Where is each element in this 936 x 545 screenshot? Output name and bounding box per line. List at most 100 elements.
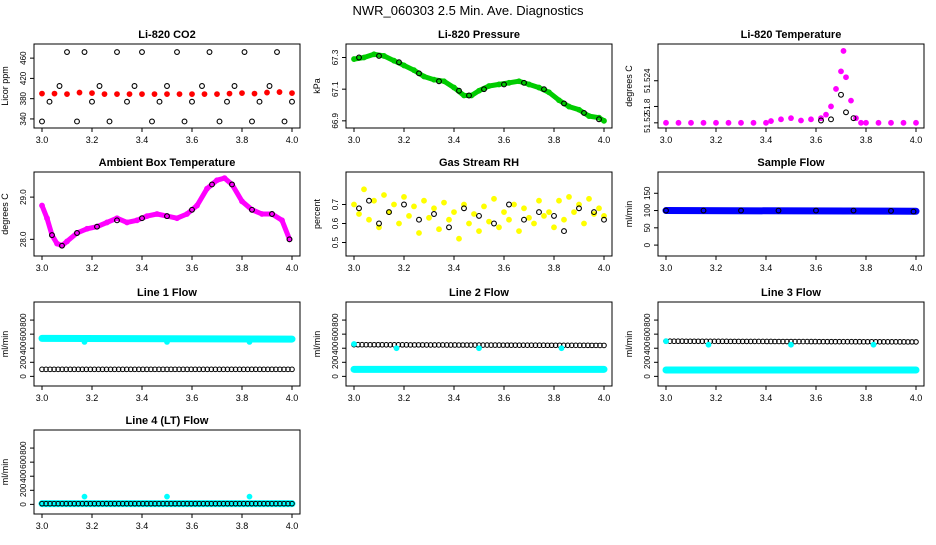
data-point [833,86,839,92]
data-point [114,49,120,56]
data-point [860,338,867,345]
series-magenta [663,48,919,126]
data-point [240,366,247,373]
series-black [663,207,917,215]
x-tick-label: 3.0 [36,135,49,145]
data-point [909,339,915,345]
data-point [115,366,122,373]
y-axis-label: ml/min [312,331,322,358]
data-point [180,366,186,373]
data-point [249,118,255,125]
data-point [221,175,228,182]
data-point [840,48,847,54]
data-point [104,219,110,226]
data-point [411,67,417,74]
data-point [488,342,494,348]
x-tick-label: 3.0 [36,521,49,531]
series-red [39,89,295,98]
data-point [910,208,917,215]
chart-sample: Sample Flow ml/min 3.0 3.2 3.4 3.6 3.8 4.0 0 50 10… [624,157,925,273]
y-tick-label: 50 [643,223,652,232]
data-point [51,500,57,507]
data-point [576,106,582,113]
data-point [700,119,707,126]
y-tick-label: 600 [643,327,652,341]
data-point [880,338,887,345]
data-point [224,366,231,373]
x-tick-label: 3.8 [548,263,561,273]
x-tick-label: 3.8 [860,393,873,403]
x-tick-label: 4.0 [598,135,611,145]
x-tick-label: 3.6 [186,263,199,273]
data-point [471,211,477,217]
data-point [208,366,215,373]
data-point [466,92,472,99]
data-point [700,207,707,214]
data-point [439,342,446,348]
data-point [687,338,693,345]
data-point [520,342,527,348]
data-point [468,342,474,348]
data-point [231,83,238,89]
data-point [83,366,90,373]
data-point [548,342,555,349]
data-point [131,83,138,89]
data-point [181,118,188,125]
data-point [441,78,447,85]
page-title: NWR_060303 2.5 Min. Ave. Diagnostics [353,3,584,18]
data-point [403,342,410,348]
y-axis-label: ml/min [624,201,634,228]
chart-temperature: Li-820 Temperature degrees C 3.0 3.2 3.4 3.6 3… [624,29,925,145]
data-point [89,98,95,105]
y-tick-label: 800 [19,441,28,455]
y-tick-label: 380 [19,91,28,105]
y-tick-label: 0 [643,374,652,379]
data-point [63,366,69,373]
data-point [889,339,895,345]
data-point [371,51,377,58]
data-point [64,238,70,245]
data-point [711,338,718,345]
data-point [192,366,199,373]
data-point [281,500,287,507]
data-point [719,338,726,345]
x-tick-label: 3.6 [810,135,823,145]
data-point [351,56,357,62]
data-point [252,500,259,507]
data-point [396,220,402,227]
data-point [164,366,170,373]
y-tick-label: 28.0 [19,231,28,247]
x-tick-label: 4.0 [598,393,611,403]
x-tick-label: 4.0 [910,393,923,403]
data-point [160,366,166,373]
data-point [59,500,65,507]
y-axis-label: ml/min [0,459,10,486]
data-point [214,177,220,184]
x-tick-label: 3.6 [186,521,199,531]
data-point [818,117,824,124]
data-point [576,205,582,212]
data-point [46,98,53,105]
data-point [486,218,492,225]
data-point [536,342,543,349]
data-point [127,366,134,373]
data-point [168,500,174,507]
x-tick-label: 4.0 [910,263,923,273]
x-tick-label: 3.6 [186,135,199,145]
data-point [750,119,757,126]
data-point [663,119,669,126]
x-tick-label: 3.2 [710,393,723,403]
data-point [160,500,166,507]
data-point [266,83,273,89]
y-tick-label: 200 [643,355,652,369]
series-black [356,52,602,123]
x-tick-label: 3.8 [548,393,561,403]
data-point [94,223,100,230]
data-point [589,342,595,349]
data-point [265,366,271,373]
x-tick-label: 3.6 [810,393,823,403]
data-point [844,338,851,345]
data-point [776,338,782,345]
data-point [775,207,782,214]
data-point [551,212,557,219]
